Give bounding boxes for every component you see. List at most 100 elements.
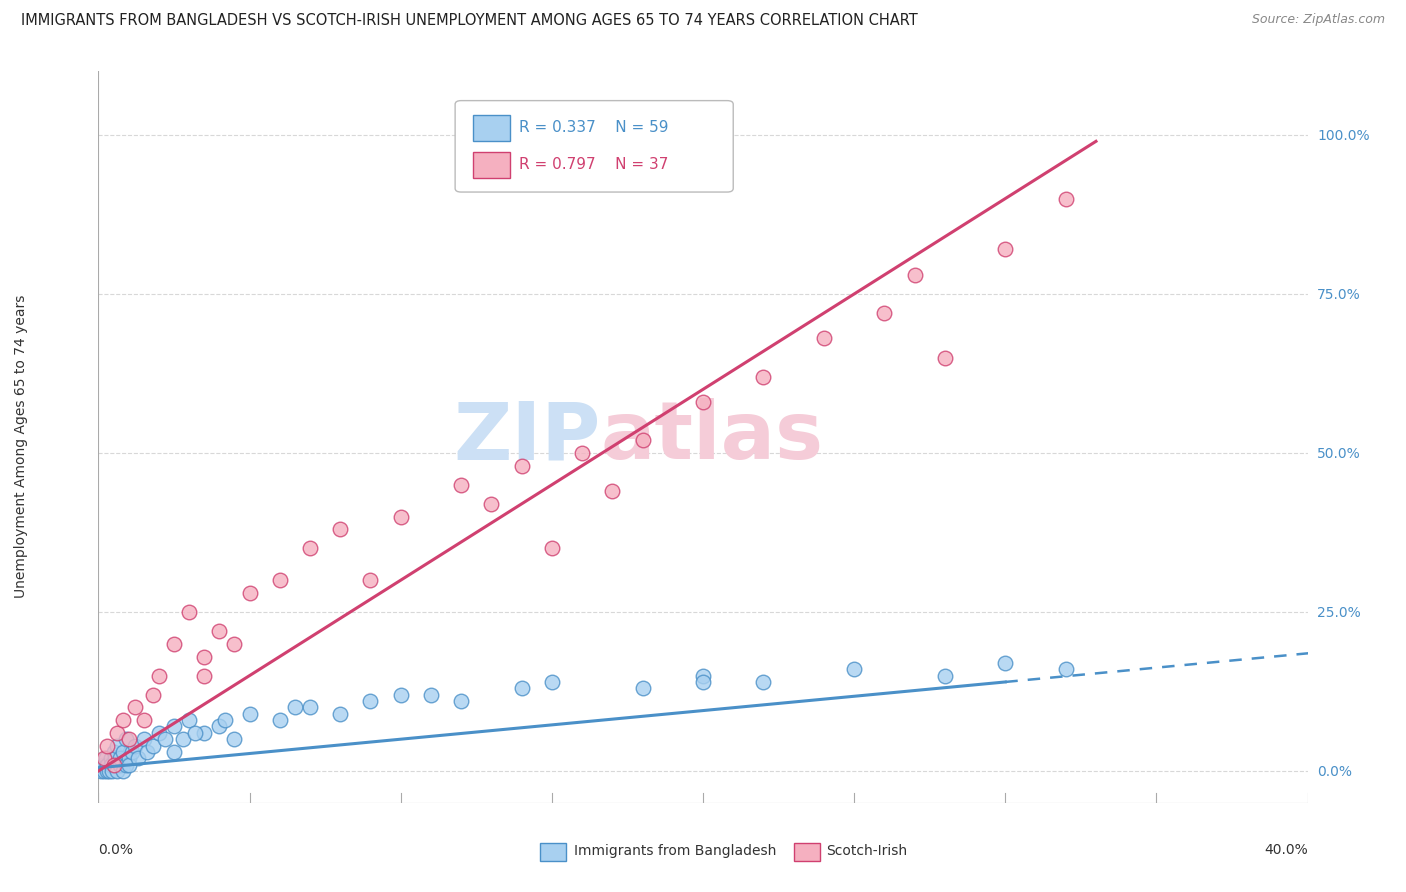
FancyBboxPatch shape [456,101,734,192]
Point [239,586,262,600]
Text: Unemployment Among Ages 65 to 74 years: Unemployment Among Ages 65 to 74 years [14,294,28,598]
Text: Scotch-Irish: Scotch-Irish [827,844,907,858]
Point [108,757,131,772]
Point [184,726,207,740]
Text: R = 0.797    N = 37: R = 0.797 N = 37 [519,157,669,172]
Point [103,745,125,759]
Point [103,757,125,772]
Point [389,509,412,524]
Point [873,306,896,320]
Point [179,713,201,727]
Point [389,688,412,702]
Point [142,739,165,753]
Point [127,751,149,765]
Text: 40.0%: 40.0% [1264,843,1308,857]
Point [172,732,194,747]
Point [93,764,115,778]
Point [540,675,562,690]
Point [208,719,231,733]
Point [148,668,170,682]
Point [100,757,122,772]
Point [124,700,146,714]
Point [934,351,956,365]
Point [93,751,115,765]
Point [360,573,382,587]
Point [844,662,866,676]
Point [224,732,246,747]
Point [98,764,121,778]
Point [692,675,714,690]
Point [105,739,128,753]
Point [692,395,714,409]
Point [96,764,118,778]
Point [329,522,352,536]
Point [631,434,654,448]
Text: IMMIGRANTS FROM BANGLADESH VS SCOTCH-IRISH UNEMPLOYMENT AMONG AGES 65 TO 74 YEAR: IMMIGRANTS FROM BANGLADESH VS SCOTCH-IRI… [21,13,918,29]
Point [450,694,472,708]
Point [103,757,125,772]
Point [510,681,533,696]
Point [100,751,122,765]
Point [269,573,291,587]
Point [193,726,215,740]
Point [142,688,165,702]
Point [101,764,124,778]
Point [163,719,186,733]
Point [752,369,775,384]
Point [208,624,231,638]
Point [934,668,956,682]
Point [299,700,322,714]
Text: ZIP: ZIP [453,398,600,476]
Point [299,541,322,556]
Point [994,243,1017,257]
Point [111,745,134,759]
Point [132,713,155,727]
Point [96,757,118,772]
Text: 0.0%: 0.0% [98,843,134,857]
Point [284,700,307,714]
FancyBboxPatch shape [793,843,820,862]
FancyBboxPatch shape [474,115,509,141]
Text: atlas: atlas [600,398,824,476]
Point [214,713,236,727]
Point [104,751,127,765]
Point [91,757,114,772]
Point [132,732,155,747]
Point [94,751,117,765]
Point [1054,662,1077,676]
Text: Source: ZipAtlas.com: Source: ZipAtlas.com [1251,13,1385,27]
Point [904,268,927,282]
Point [111,713,134,727]
Point [118,757,141,772]
Point [420,688,443,702]
Point [163,637,186,651]
Point [163,745,186,759]
Point [179,605,201,619]
Point [540,541,562,556]
Point [224,637,246,651]
Point [105,764,128,778]
Point [752,675,775,690]
Point [360,694,382,708]
Point [148,726,170,740]
Point [602,484,624,499]
Point [114,732,136,747]
Point [994,656,1017,670]
Point [90,764,112,778]
Point [481,497,503,511]
Point [450,477,472,491]
FancyBboxPatch shape [540,843,567,862]
Point [813,331,835,345]
Point [571,446,593,460]
Point [105,726,128,740]
Point [1054,192,1077,206]
Point [118,751,141,765]
Point [124,739,146,753]
Point [111,764,134,778]
Point [96,739,118,753]
Point [153,732,176,747]
Point [121,745,143,759]
Point [692,668,714,682]
Text: Immigrants from Bangladesh: Immigrants from Bangladesh [574,844,776,858]
Point [135,745,157,759]
